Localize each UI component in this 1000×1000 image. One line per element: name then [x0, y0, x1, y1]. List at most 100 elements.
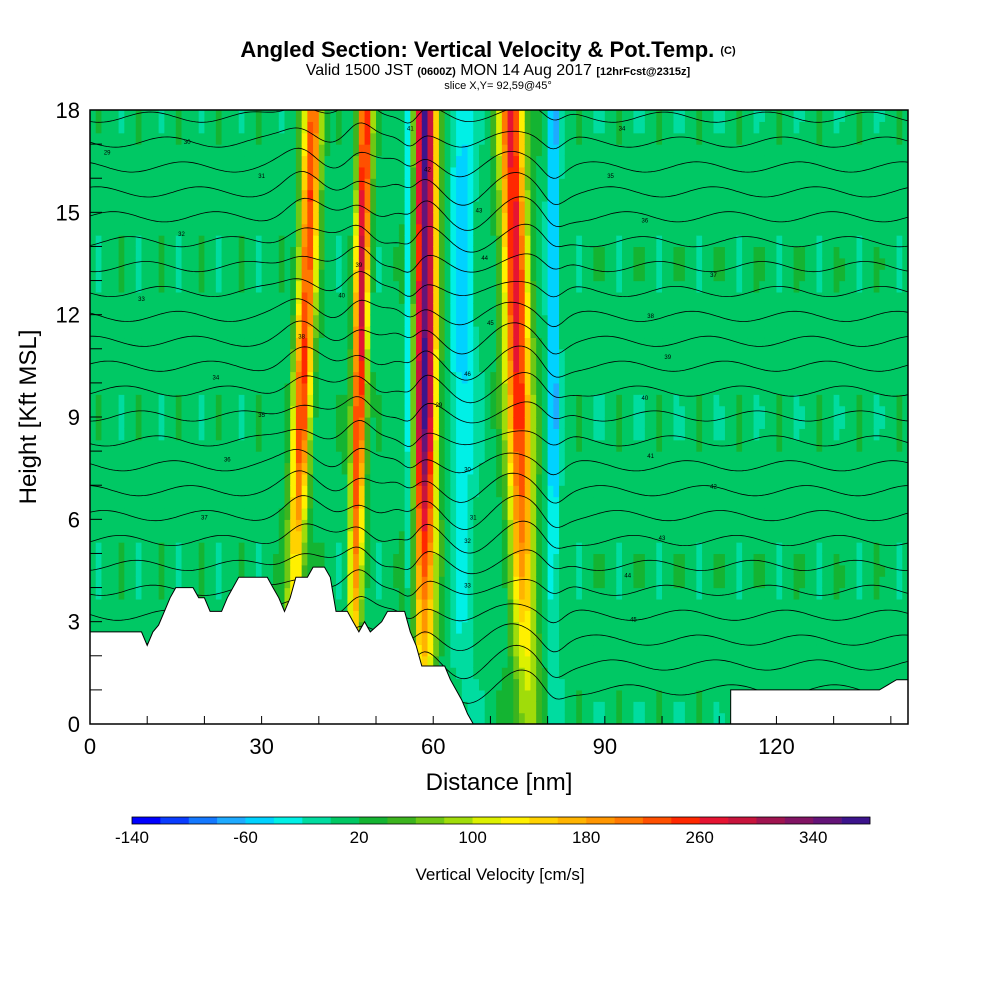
field-cell	[261, 462, 268, 475]
field-cell	[587, 439, 594, 452]
field-cell	[524, 257, 532, 270]
field-cell	[364, 405, 371, 418]
field-cell	[95, 542, 103, 555]
field-cell	[524, 496, 532, 509]
field-cell	[238, 507, 246, 520]
field-cell	[90, 200, 97, 213]
field-cell	[227, 144, 234, 157]
field-cell	[112, 280, 120, 293]
field-cell	[370, 337, 377, 350]
field-cell	[461, 519, 469, 532]
field-cell	[335, 417, 343, 429]
field-cell	[95, 246, 103, 259]
field-cell	[261, 530, 268, 543]
field-cell	[553, 530, 560, 543]
field-cell	[496, 633, 503, 646]
field-cell	[290, 451, 297, 464]
field-cell	[204, 587, 211, 600]
field-cell	[135, 291, 143, 304]
field-cell	[238, 269, 246, 282]
field-cell	[490, 246, 497, 259]
field-cell	[553, 655, 560, 668]
field-cell	[261, 121, 268, 134]
field-cell	[221, 200, 228, 213]
field-cell	[501, 485, 509, 498]
field-cell	[599, 337, 606, 350]
field-cell	[450, 473, 457, 486]
field-cell	[324, 178, 331, 191]
field-cell	[324, 496, 331, 509]
field-cell	[473, 212, 480, 225]
field-cell	[513, 280, 520, 293]
field-cell	[118, 257, 125, 270]
field-cell	[536, 428, 543, 441]
field-cell	[496, 485, 503, 498]
field-cell	[507, 337, 514, 350]
field-cell	[192, 280, 200, 293]
field-cell	[135, 178, 143, 191]
field-cell	[587, 530, 594, 543]
field-cell	[581, 598, 589, 611]
field-cell	[324, 303, 331, 316]
field-cell	[553, 132, 560, 145]
field-cell	[507, 155, 514, 168]
field-cell	[112, 110, 120, 122]
field-cell	[318, 166, 326, 179]
field-cell	[250, 235, 257, 248]
field-cell	[564, 291, 572, 304]
field-cell	[278, 405, 286, 418]
field-cell	[353, 144, 360, 157]
field-cell	[204, 507, 211, 520]
chart-title: Angled Section: Vertical Velocity & Pot.…	[240, 37, 736, 62]
field-cell	[118, 223, 125, 236]
field-cell	[204, 542, 211, 555]
field-cell	[444, 462, 451, 475]
field-cell	[341, 246, 349, 259]
field-cell	[616, 428, 623, 441]
field-cell	[284, 519, 291, 532]
field-cell	[101, 314, 108, 327]
field-cell	[290, 235, 297, 248]
field-cell	[576, 178, 583, 191]
field-cell	[95, 405, 103, 418]
field-cell	[204, 394, 211, 407]
field-cell	[307, 417, 314, 429]
field-cell	[250, 382, 257, 395]
field-cell	[427, 382, 434, 395]
field-cell	[152, 428, 160, 441]
field-cell	[553, 576, 560, 589]
field-cell	[364, 428, 371, 441]
field-cell	[524, 212, 532, 225]
field-cell	[513, 655, 520, 668]
field-cell	[187, 110, 194, 122]
field-cell	[135, 337, 143, 350]
field-cell	[490, 200, 497, 213]
field-cell	[221, 121, 228, 134]
field-cell	[438, 110, 446, 122]
field-cell	[547, 280, 554, 293]
field-cell	[587, 712, 594, 724]
field-cell	[233, 132, 240, 145]
field-cell	[616, 496, 623, 509]
field-cell	[467, 314, 474, 327]
field-cell	[364, 212, 371, 225]
field-cell	[135, 166, 143, 179]
field-cell	[175, 473, 183, 486]
field-cell	[273, 428, 280, 441]
field-cell	[164, 405, 171, 418]
field-cell	[478, 678, 486, 691]
field-cell	[581, 200, 589, 213]
field-cell	[404, 564, 411, 577]
field-cell	[404, 428, 411, 441]
field-cell	[364, 371, 371, 384]
field-cell	[541, 303, 549, 316]
field-cell	[135, 507, 143, 520]
field-cell	[290, 371, 297, 384]
field-cell	[524, 371, 532, 384]
field-cell	[141, 314, 148, 327]
field-cell	[107, 564, 114, 577]
field-cell	[221, 553, 228, 566]
field-cell	[335, 451, 343, 464]
field-cell	[444, 644, 451, 657]
field-cell	[261, 553, 268, 566]
